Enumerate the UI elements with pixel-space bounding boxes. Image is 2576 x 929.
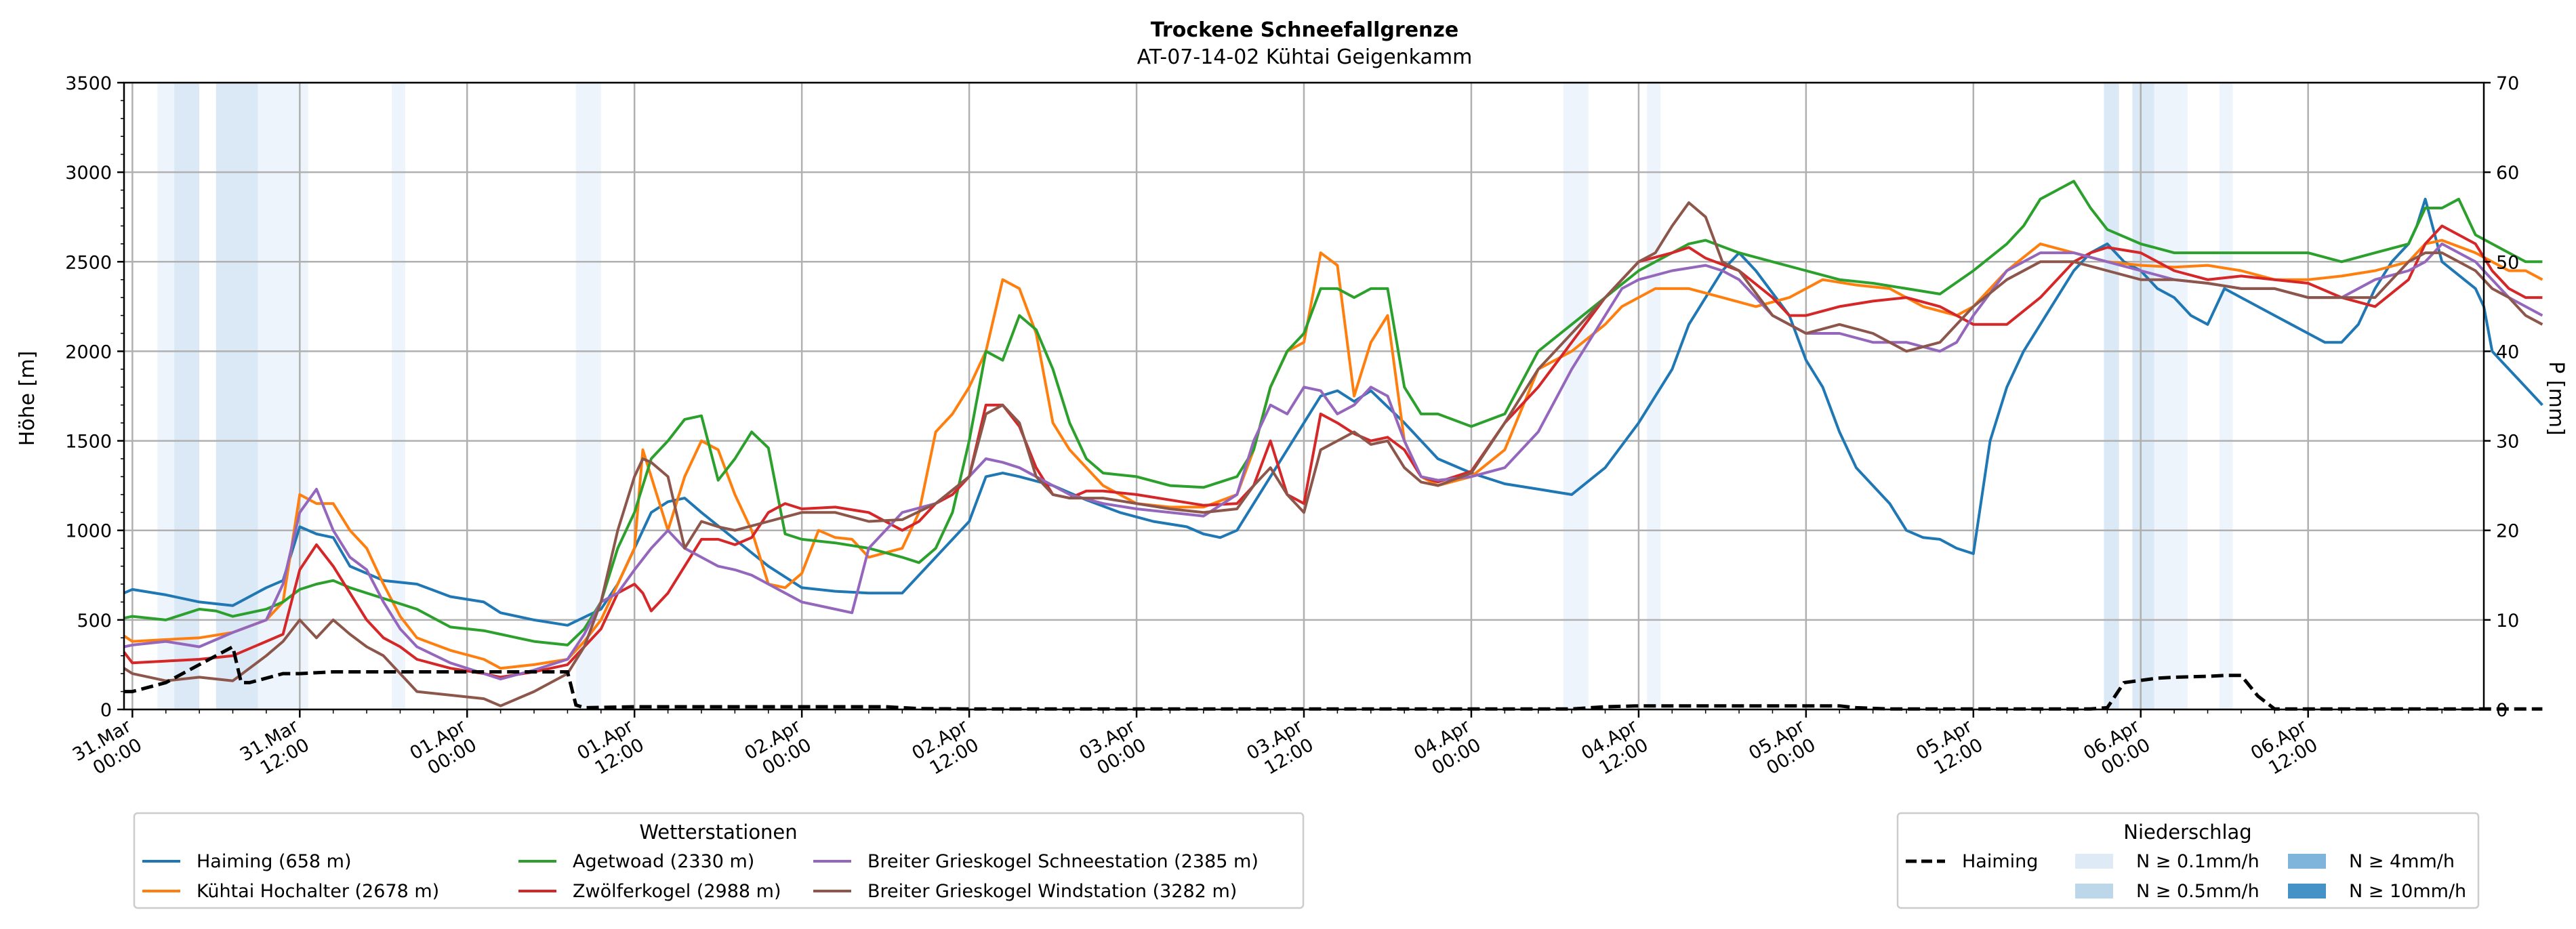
legend-stations-box — [133, 812, 1305, 909]
legend-label-3: Zwölferkogel (2988 m) — [573, 881, 781, 902]
precipitation-line — [124, 644, 2543, 711]
y2-tick-label: 20 — [2496, 521, 2519, 542]
precip-band-4 — [392, 83, 405, 709]
chart-title: Trockene Schneefallgrenze — [1151, 18, 1458, 42]
y-tick-label: 1500 — [65, 432, 112, 453]
y-tick-label: 2000 — [65, 342, 112, 363]
precip-band-0 — [157, 83, 175, 709]
legend-precip-item-label-0: N ≥ 0.1mm/h — [2136, 851, 2260, 872]
y-tick-label: 2500 — [65, 252, 112, 273]
y2-tick-label: 70 — [2496, 73, 2519, 94]
series-line-4 — [123, 242, 2543, 681]
series-group — [123, 180, 2543, 711]
legend-precipitation: Niederschlag Haiming N ≥ 0.1mm/h N ≥ 0.5mm/… — [1896, 812, 2480, 909]
legend-precip-item-label-2: N ≥ 4mm/h — [2349, 851, 2455, 872]
legend-precip-line-label: Haiming — [1962, 851, 2038, 872]
legend-stations: Wetterstationen Haiming (658 m) Kühtai Hoc… — [133, 812, 1305, 909]
legend-precip-item-label-1: N ≥ 0.5mm/h — [2136, 881, 2260, 902]
y-tick-label: 0 — [100, 700, 112, 721]
precip-band-7 — [1647, 83, 1661, 709]
precip-band-11 — [2219, 83, 2233, 709]
legend-precip-swatch-1 — [2075, 884, 2113, 899]
legend-label-5: Breiter Grieskogel Windstation (3282 m) — [867, 881, 1237, 902]
precip-band-6 — [1563, 83, 1589, 709]
legend-stations-title: Wetterstationen — [639, 821, 797, 844]
precip-band-1 — [174, 83, 200, 709]
legend-label-1: Kühtai Hochalter (2678 m) — [197, 881, 439, 902]
y2-tick-label: 10 — [2496, 611, 2519, 632]
series-line-2 — [123, 180, 2543, 646]
precip-band-9 — [2132, 83, 2154, 709]
y2-tick-label: 40 — [2496, 342, 2519, 363]
y2-tick-label: 0 — [2496, 700, 2508, 721]
y-axis-label: Höhe [m] — [16, 351, 39, 447]
precip-band-8 — [2104, 83, 2119, 709]
legend-precip-swatch-2 — [2288, 854, 2326, 869]
chart-subtitle: AT-07-14-02 Kühtai Geigenkamm — [1137, 45, 1473, 69]
series-line-0 — [123, 197, 2543, 627]
legend-precip-swatch-0 — [2075, 854, 2113, 869]
legend-precip-box — [1896, 812, 2480, 909]
y-tick-label: 1000 — [65, 521, 112, 542]
precip-band-10 — [2154, 83, 2188, 709]
legend-label-2: Agetwoad (2330 m) — [573, 851, 754, 872]
precip-band-5 — [575, 83, 601, 709]
y-tick-label: 500 — [77, 611, 112, 632]
y-tick-label: 3000 — [65, 163, 112, 184]
legend-precip-item-label-3: N ≥ 10mm/h — [2349, 881, 2466, 902]
legend-label-4: Breiter Grieskogel Schneestation (2385 m… — [867, 851, 1259, 872]
y2-tick-label: 60 — [2496, 163, 2519, 184]
legend-precip-title: Niederschlag — [2123, 821, 2251, 844]
y2-axis-label: P [mm] — [2544, 361, 2568, 435]
legend-label-0: Haiming (658 m) — [197, 851, 351, 872]
precipitation-bands — [157, 83, 2233, 709]
y2-tick-label: 50 — [2496, 252, 2519, 273]
legend-precip-swatch-3 — [2288, 884, 2326, 899]
y2-tick-label: 30 — [2496, 432, 2519, 453]
y-tick-label: 3500 — [65, 73, 112, 94]
grid — [124, 81, 2484, 711]
series-line-5 — [123, 201, 2543, 707]
